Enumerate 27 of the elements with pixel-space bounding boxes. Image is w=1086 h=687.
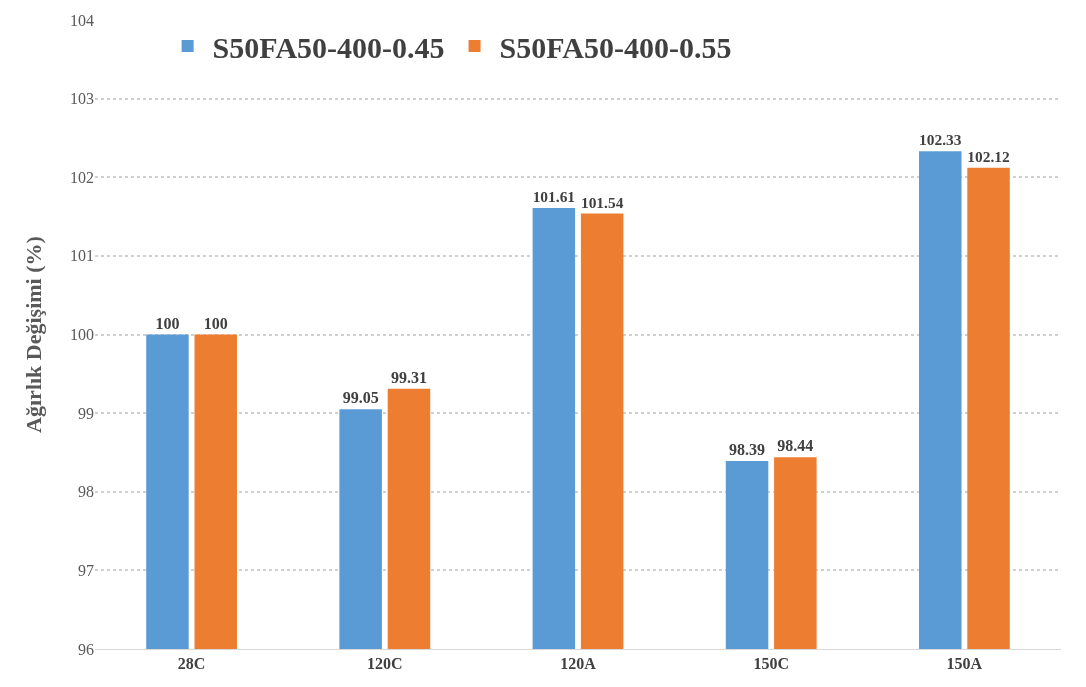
y-tick-label: 102 [70, 168, 94, 186]
data-label: 100 [203, 314, 228, 332]
y-tick-label: 100 [70, 326, 94, 344]
data-label: 101.54 [580, 193, 624, 211]
y-tick-label: 101 [70, 247, 94, 265]
y-axis-title: Ağırlık Değişimi (%) [21, 236, 46, 433]
data-label: 98.44 [777, 437, 814, 455]
y-tick-label: 99 [78, 404, 94, 422]
y-tick-label: 98 [78, 483, 94, 501]
data-label: 99.31 [390, 368, 427, 386]
data-label: 99.05 [342, 389, 379, 407]
x-tick-label: 120C [367, 655, 403, 673]
x-tick-label: 150A [946, 655, 983, 673]
data-label: 100 [155, 314, 180, 332]
legend-label: S50FA50-400-0.45 [212, 30, 445, 64]
data-label: 98.39 [729, 441, 766, 459]
legend-label: S50FA50-400-0.55 [499, 30, 732, 64]
x-tick-label: 28C [177, 655, 206, 673]
x-tick-label: 150C [753, 655, 789, 673]
x-tick-label: 120A [560, 655, 597, 673]
data-label: 101.61 [532, 188, 576, 206]
y-tick-label: 103 [70, 90, 94, 108]
data-label: 102.33 [919, 131, 962, 149]
data-label: 102.12 [967, 147, 1011, 165]
y-tick-label: 104 [70, 11, 94, 29]
y-tick-label: 97 [78, 561, 94, 579]
y-tick-label: 96 [78, 640, 94, 658]
